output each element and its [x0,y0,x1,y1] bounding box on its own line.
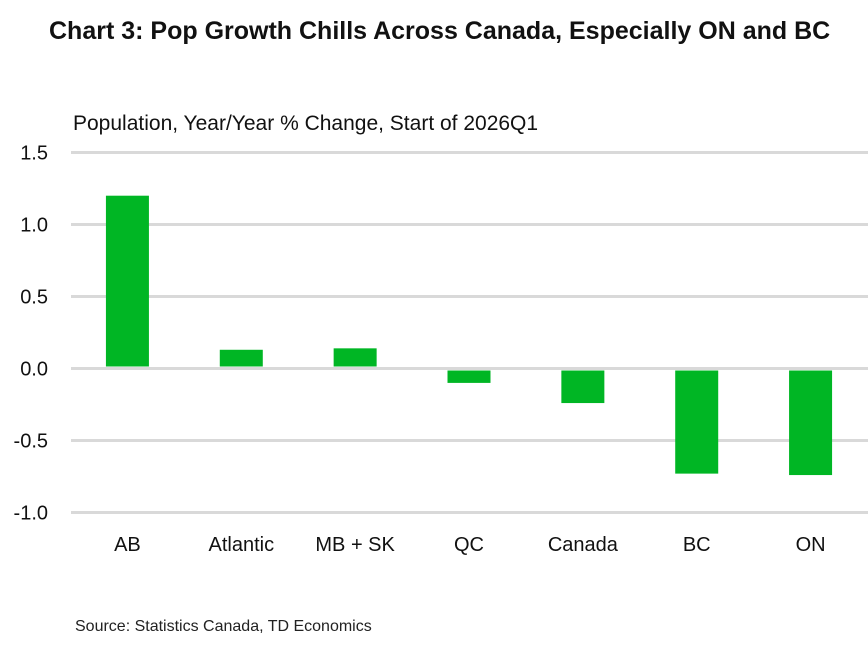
bar-qc [447,370,491,383]
x-tick-label: Atlantic [208,534,274,556]
y-tick-label: -1.0 [14,503,48,525]
x-tick-label: QC [454,534,484,556]
x-tick-label: AB [114,534,141,556]
bar-on [789,370,833,476]
y-tick-label: 1.0 [20,215,48,237]
source-note: Source: Statistics Canada, TD Economics [75,618,372,635]
bar-bc [675,370,719,474]
y-tick-label: 1.5 [20,143,48,165]
bar-atlantic [219,349,263,367]
y-tick-label: -0.5 [14,431,48,453]
x-tick-label: ON [796,534,826,556]
x-tick-label: Canada [548,534,619,556]
x-tick-label: MB + SK [315,534,395,556]
x-tick-label: BC [683,534,711,556]
y-tick-label: 0.5 [20,287,48,309]
bar-ab [105,195,149,367]
chart-subtitle: Population, Year/Year % Change, Start of… [73,112,539,135]
bar-mb-sk [333,348,377,367]
chart-title: Chart 3: Pop Growth Chills Across Canada… [49,17,831,45]
bar-canada [561,370,605,404]
y-tick-label: 0.0 [20,359,48,381]
